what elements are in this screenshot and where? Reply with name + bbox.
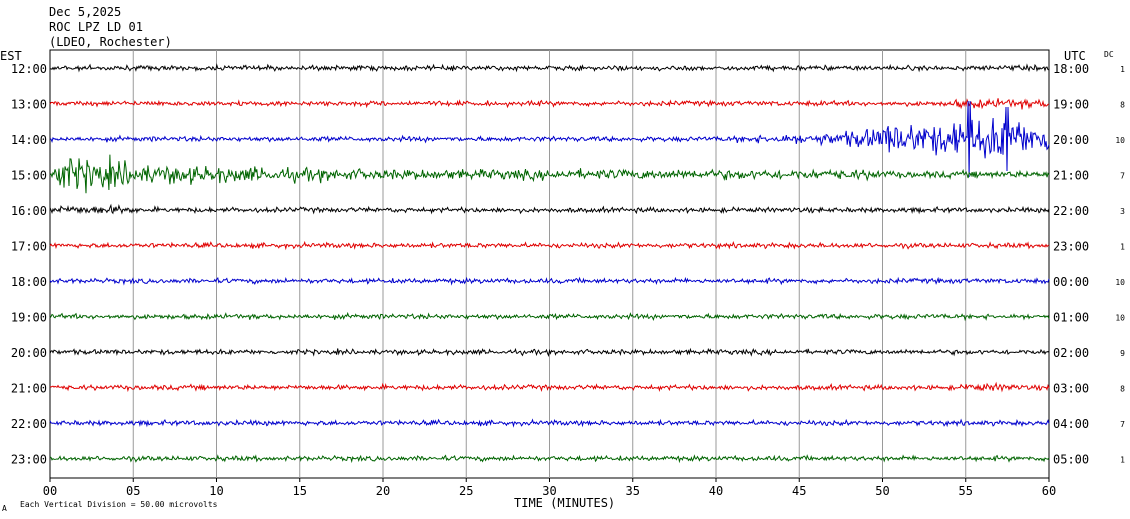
trace-line <box>49 276 1050 286</box>
trace-line <box>49 418 1050 428</box>
dc-value: 1 <box>1120 243 1125 252</box>
dc-value: 8 <box>1120 101 1125 110</box>
dc-value: 10 <box>1115 136 1125 145</box>
right-hour-label: 02:00 <box>1053 346 1089 360</box>
dc-value: 3 <box>1120 207 1125 216</box>
trace-line <box>49 100 1050 178</box>
x-tick-label: 35 <box>626 484 640 498</box>
trace-line <box>49 381 1050 393</box>
left-hour-label: 19:00 <box>11 311 47 325</box>
x-tick-label: 45 <box>792 484 806 498</box>
right-hour-label: 20:00 <box>1053 133 1089 147</box>
right-hour-label: 22:00 <box>1053 204 1089 218</box>
x-axis-label: TIME (MINUTES) <box>514 496 615 510</box>
trace-line <box>49 311 1050 322</box>
dc-value: 10 <box>1115 314 1125 323</box>
dc-value: 10 <box>1115 278 1125 287</box>
dc-value: 1 <box>1120 65 1125 74</box>
trace-line <box>49 98 1050 110</box>
scale-note: Each Vertical Division = 50.00 microvolt… <box>20 500 218 509</box>
trace-line <box>49 154 1050 194</box>
left-hour-label: 22:00 <box>11 417 47 431</box>
header-network: (LDEO, Rochester) <box>49 35 172 49</box>
right-hour-label: 21:00 <box>1053 169 1089 183</box>
trace-line <box>49 454 1050 464</box>
x-tick-label: 15 <box>293 484 307 498</box>
dc-header: DC <box>1104 50 1114 59</box>
x-tick-label: 20 <box>376 484 390 498</box>
right-hour-label: 00:00 <box>1053 275 1089 289</box>
trace-line <box>49 347 1050 357</box>
left-hour-label: 13:00 <box>11 98 47 112</box>
right-hour-label: 03:00 <box>1053 382 1089 396</box>
trace-line <box>49 240 1050 251</box>
x-tick-label: 00 <box>43 484 57 498</box>
dc-value: 1 <box>1120 456 1125 465</box>
x-tick-label: 55 <box>959 484 973 498</box>
plot-grid <box>49 49 1050 479</box>
dc-value: 9 <box>1120 349 1125 358</box>
left-hour-label: 15:00 <box>11 169 47 183</box>
left-hour-label: 23:00 <box>11 453 47 467</box>
left-hour-label: 21:00 <box>11 382 47 396</box>
x-tick-label: 25 <box>459 484 473 498</box>
right-hour-label: 04:00 <box>1053 417 1089 431</box>
x-tick-label: 50 <box>875 484 889 498</box>
right-hour-label: 05:00 <box>1053 453 1089 467</box>
left-hour-label: 20:00 <box>11 346 47 360</box>
right-hour-label: 23:00 <box>1053 240 1089 254</box>
dc-value: 7 <box>1120 420 1125 429</box>
trace-line <box>49 63 1050 73</box>
trace-line <box>49 203 1050 215</box>
header-station: ROC LPZ LD 01 <box>49 20 143 34</box>
x-tick-label: 60 <box>1042 484 1056 498</box>
dc-value: 8 <box>1120 385 1125 394</box>
x-tick-group: 00 05 10 15 20 25 30 35 40 45 50 55 60 <box>43 478 1056 498</box>
left-hour-label: 12:00 <box>11 62 47 76</box>
left-hour-label: 14:00 <box>11 133 47 147</box>
corner-mark: A <box>2 504 7 513</box>
trace-label-group: 12:00 18:00 1 13:00 19:00 8 14:00 20:00 10 15:00 2… <box>11 62 1125 467</box>
right-hour-label: 19:00 <box>1053 98 1089 112</box>
right-hour-label: 01:00 <box>1053 311 1089 325</box>
left-hour-label: 17:00 <box>11 240 47 254</box>
left-hour-label: 16:00 <box>11 204 47 218</box>
x-tick-label: 40 <box>709 484 723 498</box>
right-hour-label: 18:00 <box>1053 62 1089 76</box>
x-tick-label: 10 <box>209 484 223 498</box>
left-timezone-label: EST <box>0 49 22 63</box>
header-date: Dec 5,2025 <box>49 5 121 19</box>
left-hour-label: 18:00 <box>11 275 47 289</box>
trace-group <box>49 63 1050 464</box>
x-tick-label: 30 <box>542 484 556 498</box>
right-timezone-label: UTC <box>1064 49 1086 63</box>
dc-value: 7 <box>1120 172 1125 181</box>
x-tick-label: 05 <box>126 484 140 498</box>
